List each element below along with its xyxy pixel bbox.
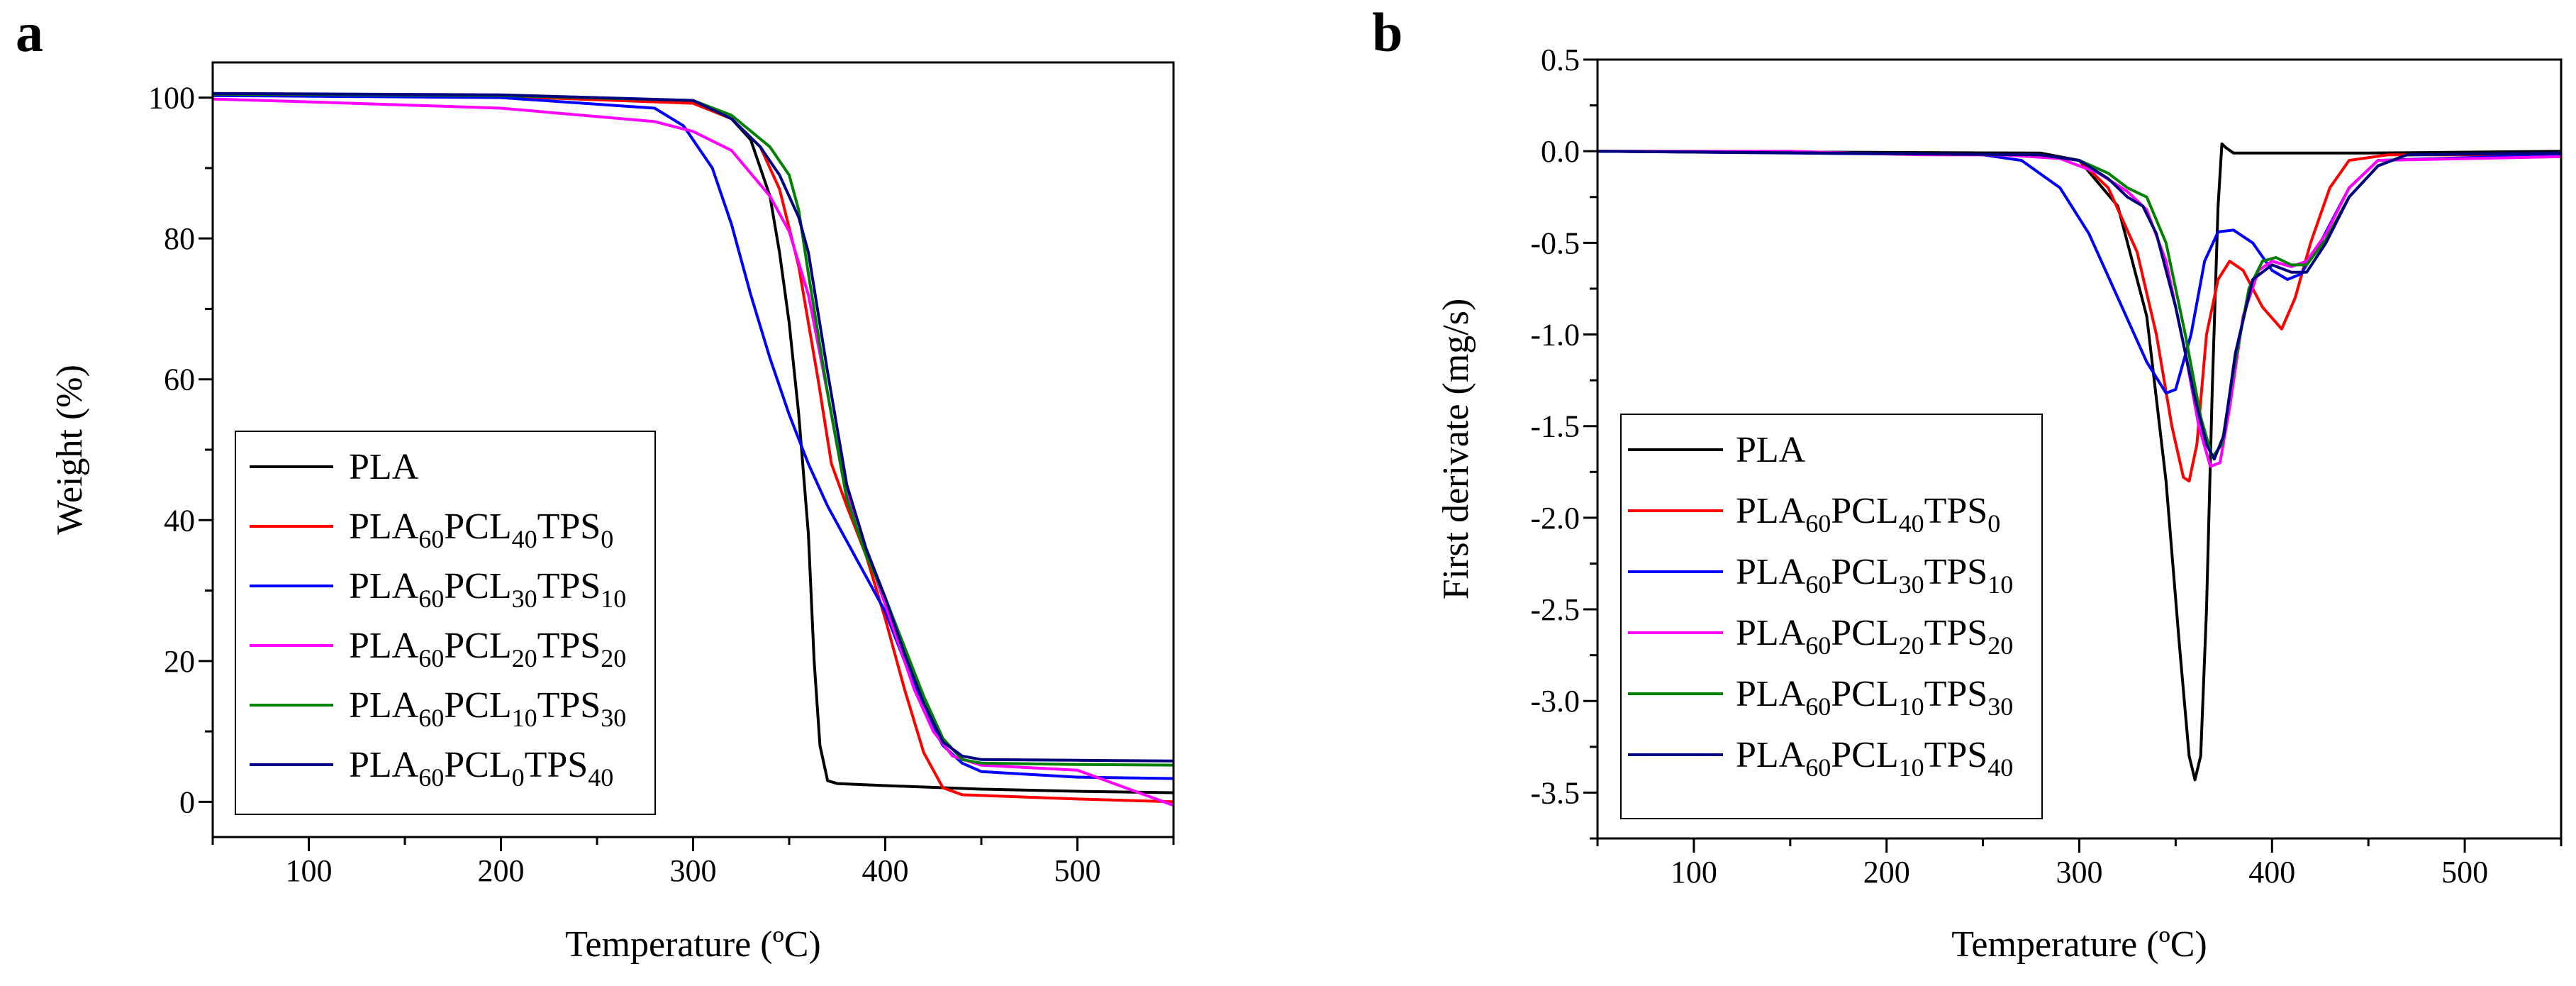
series-lines <box>212 92 1174 807</box>
x-tick-label: 200 <box>1863 855 1910 890</box>
y-axis-label: Weight (%) <box>50 365 90 535</box>
legend-label: PLA60PCL30TPS10 <box>1736 552 2013 599</box>
derivative-chart: 100 200 300 400 500 0.5 0.0 -0.5 -1.0 -1.5 -2.0 -2.… <box>1436 43 2563 965</box>
legend-label: PLA60PCL0TPS40 <box>349 745 613 792</box>
legend-label: PLA60PCL20TPS20 <box>1736 613 2013 660</box>
y-tick-label: -1.5 <box>1530 409 1580 444</box>
legend: PLA PLA60PCL40TPS0 PLA60PCL30TPS10 PLA60PCL… <box>1620 414 2043 819</box>
legend-label: PLA <box>349 447 419 487</box>
x-tick-label: 100 <box>1671 855 1717 890</box>
legend-box <box>235 431 656 815</box>
y-tick-label: -2.5 <box>1530 592 1580 627</box>
y-tick-label: 60 <box>164 362 195 397</box>
series-line-5 <box>1597 150 2562 461</box>
x-tick-label: 500 <box>2441 855 2488 890</box>
series-line-2 <box>1597 150 2562 395</box>
series-line-4 <box>1597 150 2562 459</box>
y-tick-label: -2.0 <box>1530 501 1580 536</box>
x-tick-label: 300 <box>2056 855 2103 890</box>
legend: PLA PLA60PCL40TPS0 PLA60PCL30TPS10 PLA60PCL… <box>235 431 656 815</box>
series-line-4 <box>212 92 1174 767</box>
panel-a-letter: a <box>16 1 43 63</box>
series-line-5 <box>212 92 1174 763</box>
weight-chart: 100 200 300 400 500 0 20 40 60 80 100 Temperature (… <box>50 61 1175 965</box>
x-axis-label: Temperature (ºC) <box>565 924 820 965</box>
series-line-0 <box>1597 142 2562 782</box>
legend-label: PLA60PCL10TPS30 <box>1736 674 2013 721</box>
legend-label: PLA60PCL10TPS30 <box>349 685 626 732</box>
y-tick-label: 20 <box>164 644 195 679</box>
y-tick-label: 40 <box>164 503 195 538</box>
legend-label: PLA <box>1736 430 1806 470</box>
legend-label: PLA60PCL30TPS10 <box>349 566 626 613</box>
y-axis-label: First derivate (mg/s) <box>1436 299 1476 600</box>
x-axis-label: Temperature (ºC) <box>1951 924 2207 965</box>
y-tick-label: -3.0 <box>1530 684 1580 719</box>
y-tick-label: -1.0 <box>1530 318 1580 353</box>
legend-label: PLA60PCL40TPS0 <box>1736 491 2000 538</box>
legend-label: PLA60PCL40TPS0 <box>349 506 613 553</box>
x-tick-label: 200 <box>478 853 525 888</box>
x-tick-label: 100 <box>286 853 333 888</box>
series-lines <box>1597 142 2562 782</box>
y-tick-label: 0.0 <box>1541 134 1580 169</box>
panel-b-letter: b <box>1372 1 1403 63</box>
x-tick-label: 400 <box>862 853 909 888</box>
legend-box <box>1620 414 2043 819</box>
y-tick-label: 0 <box>179 785 195 819</box>
y-tick-label: -3.5 <box>1530 775 1580 810</box>
y-tick-label: 0.5 <box>1541 43 1580 77</box>
x-tick-label: 500 <box>1054 853 1101 888</box>
x-tick-label: 300 <box>670 853 717 888</box>
y-tick-label: 100 <box>148 81 195 116</box>
legend-label: PLA60PCL20TPS20 <box>349 626 626 672</box>
x-tick-label: 400 <box>2248 855 2295 890</box>
y-tick-label: 80 <box>164 221 195 256</box>
series-line-1 <box>1597 150 2561 483</box>
legend-label: PLA60PCL10TPS40 <box>1736 735 2013 782</box>
y-tick-label: -0.5 <box>1530 226 1580 260</box>
